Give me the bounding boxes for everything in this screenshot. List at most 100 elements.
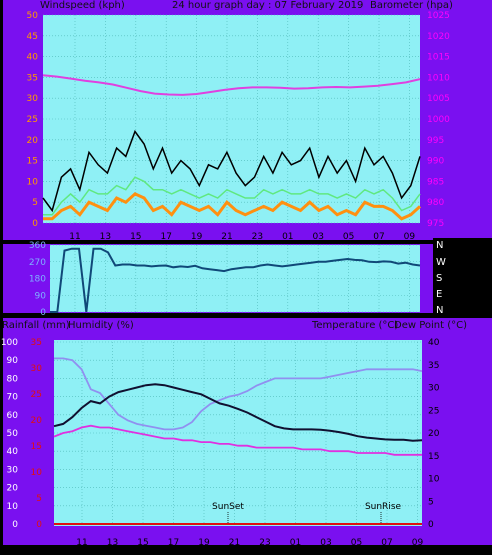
- temperature-axis-title: Temperature (°C): [312, 320, 399, 331]
- right-tick-label: 985: [427, 177, 444, 187]
- left-tick-label: 15: [27, 157, 38, 167]
- x-tick-label: 01: [282, 232, 293, 242]
- right-tick-label: 1015: [427, 53, 450, 63]
- right-tick-label: 1025: [427, 11, 450, 21]
- direction-tick-label: 360: [29, 241, 46, 251]
- separator-bar-1: [3, 240, 433, 244]
- temperature-tick-label: 35: [428, 361, 439, 371]
- right-tick-label: 1000: [427, 115, 450, 125]
- humidity-tick-label: 90: [7, 356, 19, 366]
- direction-tick-label: 0: [40, 308, 46, 318]
- direction-tick-label: 90: [35, 291, 47, 301]
- left-tick-label: 20: [27, 136, 39, 146]
- right-tick-label: 980: [427, 198, 444, 208]
- rain-tick-label: 30: [31, 364, 43, 374]
- left-tick-label: 35: [27, 73, 38, 83]
- humidity-tick-label: 20: [7, 484, 19, 494]
- humidity-series: [54, 357, 423, 431]
- left-tick-label: 0: [32, 219, 38, 229]
- right-tick-label: 1005: [427, 94, 450, 104]
- left-tick-label: 50: [27, 11, 39, 21]
- right-tick-label: 1020: [427, 32, 450, 42]
- bottom-bar: [3, 545, 492, 555]
- left-tick-label: 5: [32, 198, 38, 208]
- rain-tick-label: 10: [31, 468, 43, 478]
- x-tick-label: 09: [412, 538, 424, 548]
- x-tick-label: 13: [107, 538, 118, 548]
- temperature-tick-label: 10: [428, 475, 440, 485]
- left-tick-label: 30: [27, 94, 39, 104]
- windspeed-axis-title: Windspeed (kph): [40, 0, 125, 11]
- compass-letter-w: W: [436, 257, 446, 268]
- x-tick-label: 03: [320, 538, 331, 548]
- compass-letter-n-top: N: [436, 240, 444, 251]
- graph-title: 24 hour graph day : 07 February 2019: [172, 0, 364, 11]
- right-tick-label: 990: [427, 157, 444, 167]
- x-tick-label: 21: [229, 538, 240, 548]
- rain-tick-label: 35: [31, 338, 42, 348]
- x-tick-label: 17: [168, 538, 179, 548]
- x-tick-label: 05: [351, 538, 362, 548]
- humidity-tick-label: 70: [7, 393, 19, 403]
- left-tick-label: 40: [27, 53, 39, 63]
- humidity-tick-label: 0: [12, 520, 18, 530]
- right-tick-label: 995: [427, 136, 444, 146]
- sunrise-label: SunRise: [365, 502, 402, 512]
- dew-point-axis-title: Dew Point (°C): [394, 320, 468, 331]
- temperature-tick-label: 20: [428, 429, 440, 439]
- compass-letter-n-bottom: N: [436, 305, 444, 316]
- x-tick-label: 21: [221, 232, 232, 242]
- dew-point-series: [53, 424, 422, 456]
- wind-direction-series: [50, 247, 421, 313]
- left-tick-label: 25: [27, 115, 38, 125]
- humidity-axis-title: Humidity (%): [68, 320, 134, 331]
- temperature-tick-label: 0: [428, 520, 434, 530]
- x-tick-label: 15: [137, 538, 148, 548]
- x-tick-label: 15: [130, 232, 141, 242]
- right-tick-label: 1010: [427, 73, 450, 83]
- separator-bar-2: [3, 313, 433, 318]
- x-tick-label: 07: [381, 538, 392, 548]
- compass-panel: [433, 238, 492, 318]
- x-tick-label: 09: [404, 232, 416, 242]
- rain-tick-label: 0: [36, 520, 42, 530]
- x-tick-label: 11: [76, 538, 87, 548]
- x-tick-label: 07: [373, 232, 384, 242]
- left-border: [0, 0, 3, 555]
- x-tick-label: 23: [259, 538, 270, 548]
- rain-tick-label: 5: [36, 494, 42, 504]
- sunset-label: SunSet: [212, 502, 244, 512]
- gust-series: [43, 192, 422, 221]
- temperature-tick-label: 5: [428, 497, 434, 507]
- temperature-tick-label: 30: [428, 384, 440, 394]
- x-tick-label: 05: [343, 232, 354, 242]
- temperature-tick-label: 25: [428, 406, 439, 416]
- x-tick-label: 01: [290, 538, 301, 548]
- right-tick-label: 975: [427, 219, 444, 229]
- compass-letter-e: E: [436, 289, 443, 300]
- humidity-tick-label: 10: [7, 502, 19, 512]
- rain-tick-label: 25: [31, 390, 42, 400]
- left-tick-label: 10: [27, 177, 39, 187]
- humidity-tick-label: 80: [7, 374, 19, 384]
- x-tick-label: 19: [191, 232, 203, 242]
- humidity-tick-label: 50: [7, 429, 19, 439]
- compass-letter-s: S: [436, 273, 443, 284]
- wind-average-series: [43, 176, 421, 216]
- x-tick-label: 23: [252, 232, 263, 242]
- rain-tick-label: 15: [31, 442, 42, 452]
- rain-tick-label: 20: [31, 416, 43, 426]
- wind-plot-area: [43, 15, 420, 223]
- wind-direction-plot-area: [50, 245, 420, 312]
- humidity-tick-label: 40: [7, 447, 19, 457]
- left-tick-label: 45: [27, 32, 38, 42]
- x-tick-label: 11: [69, 232, 80, 242]
- temperature-tick-label: 15: [428, 452, 439, 462]
- temperature-tick-label: 40: [428, 338, 440, 348]
- humidity-tick-label: 30: [7, 465, 19, 475]
- x-tick-label: 17: [160, 232, 171, 242]
- x-tick-label: 19: [198, 538, 210, 548]
- direction-tick-label: 270: [29, 258, 46, 268]
- direction-tick-label: 180: [29, 275, 46, 285]
